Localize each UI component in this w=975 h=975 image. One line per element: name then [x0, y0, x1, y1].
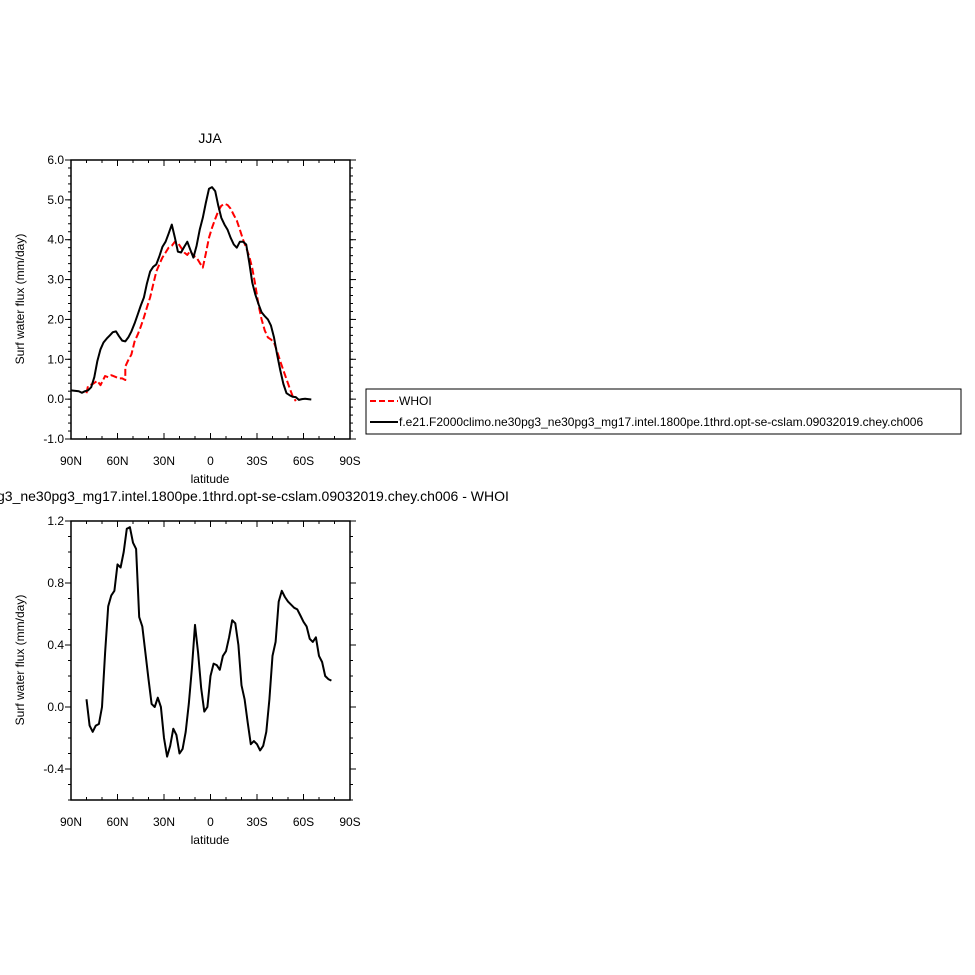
top-panel: JJA -1.0 0.0 1.0 2.0 3.0 4.0 5.0 6.0 90N 60N 30N 0… [13, 130, 361, 486]
bottom-x-tick-label: 60N [106, 815, 128, 829]
bottom-tick-marks [65, 520, 356, 801]
legend: WHOI f.e21.F2000climo.ne30pg3_ne30pg3_mg… [365, 388, 962, 435]
top-x-axis-label: latitude [191, 472, 230, 486]
top-y-axis-label: Surf water flux (mm/day) [13, 234, 27, 365]
top-x-tick-label: 90S [339, 454, 360, 468]
top-y-tick-label: 1.0 [47, 352, 64, 366]
bottom-x-axis-label: latitude [191, 833, 230, 847]
top-series-line-0 [85, 202, 297, 402]
top-y-tick-label: 0.0 [47, 392, 64, 406]
top-x-tick-label: 30N [153, 454, 175, 468]
bottom-x-tick-labels: 90N 60N 30N 0 30S 60S 90S [60, 815, 361, 829]
top-y-tick-label: 2.0 [47, 312, 64, 326]
top-x-tick-label: 60S [293, 454, 314, 468]
legend-label-model: f.e21.F2000climo.ne30pg3_ne30pg3_mg17.in… [399, 415, 923, 429]
top-y-tick-label: 4.0 [47, 233, 64, 247]
top-x-tick-label: 0 [207, 454, 214, 468]
bottom-series-lines [85, 526, 332, 758]
top-y-tick-label: 6.0 [47, 153, 64, 167]
bottom-plot-frame [70, 520, 351, 801]
top-x-tick-label: 90N [60, 454, 82, 468]
top-y-tick-label: 5.0 [47, 193, 64, 207]
top-tick-marks [65, 159, 356, 440]
bottom-y-tick-label: -0.4 [43, 762, 64, 776]
bottom-series-line-0 [85, 526, 332, 758]
bottom-y-tick-label: 0.4 [47, 638, 64, 652]
bottom-y-tick-label: 0.0 [47, 700, 64, 714]
top-x-tick-label: 30S [246, 454, 267, 468]
bottom-x-tick-label: 30N [153, 815, 175, 829]
bottom-y-tick-label: 0.8 [47, 576, 64, 590]
bottom-y-tick-labels: -0.4 0.0 0.4 0.8 1.2 [43, 514, 64, 776]
bottom-chart-title: g3_ne30pg3_mg17.intel.1800pe.1thrd.opt-s… [0, 488, 509, 504]
bottom-panel: g3_ne30pg3_mg17.intel.1800pe.1thrd.opt-s… [0, 488, 509, 847]
top-series-line-1 [70, 186, 312, 401]
legend-box [365, 388, 962, 435]
top-chart-title: JJA [198, 130, 222, 146]
bottom-x-tick-label: 90N [60, 815, 82, 829]
bottom-y-axis-label: Surf water flux (mm/day) [13, 595, 27, 726]
top-y-tick-label: -1.0 [43, 432, 64, 446]
top-x-tick-labels: 90N 60N 30N 0 30S 60S 90S [60, 454, 361, 468]
bottom-y-tick-label: 1.2 [47, 514, 64, 528]
legend-label-whoi: WHOI [399, 394, 432, 408]
bottom-x-tick-label: 0 [207, 815, 214, 829]
top-y-tick-labels: -1.0 0.0 1.0 2.0 3.0 4.0 5.0 6.0 [43, 153, 64, 446]
top-x-tick-label: 60N [106, 454, 128, 468]
bottom-x-tick-label: 60S [293, 815, 314, 829]
top-y-tick-label: 3.0 [47, 273, 64, 287]
top-series-lines [70, 186, 312, 402]
bottom-x-tick-label: 30S [246, 815, 267, 829]
bottom-x-tick-label: 90S [339, 815, 360, 829]
top-plot-frame [70, 159, 351, 440]
